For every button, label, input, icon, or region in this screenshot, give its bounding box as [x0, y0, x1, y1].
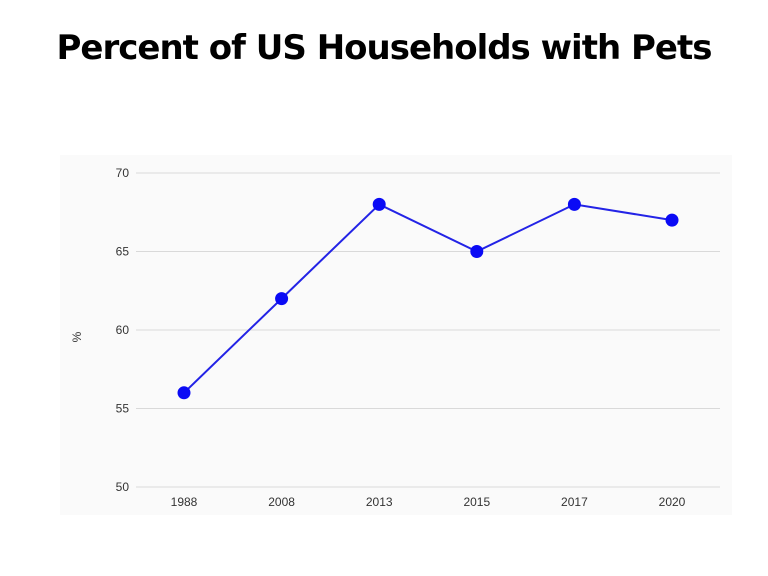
y-tick-label: 65: [116, 245, 130, 259]
gridlines: [136, 172, 720, 488]
data-point-2015: [470, 245, 484, 258]
y-tick-label: 60: [116, 323, 130, 337]
x-tick-label: 2017: [561, 495, 588, 509]
x-tick-label: 2008: [268, 495, 295, 509]
x-tick-label: 2020: [659, 495, 686, 509]
plot-background: [60, 155, 732, 515]
data-point-2020: [665, 213, 679, 227]
x-tick-label: 2013: [366, 495, 393, 509]
series-line: [177, 197, 679, 400]
y-tick-label: 70: [116, 166, 130, 180]
series-polyline: [183, 203, 673, 394]
data-point-1988: [177, 386, 191, 400]
data-point-2013: [372, 197, 386, 211]
y-tick-label: 55: [116, 402, 130, 416]
x-tick-label: 2015: [463, 495, 490, 509]
x-axis-ticks: 1988 2008 2013 2015 2017 2020: [171, 495, 686, 509]
y-axis-ticks: 50 55 60 65 70: [116, 166, 130, 494]
y-axis-label: %: [70, 331, 84, 342]
y-tick-label: 50: [116, 480, 130, 494]
data-point-2017: [567, 197, 581, 211]
chart-title: Percent of US Households with Pets: [56, 28, 713, 68]
x-tick-label: 1988: [171, 495, 198, 509]
data-point-2008: [275, 292, 289, 306]
